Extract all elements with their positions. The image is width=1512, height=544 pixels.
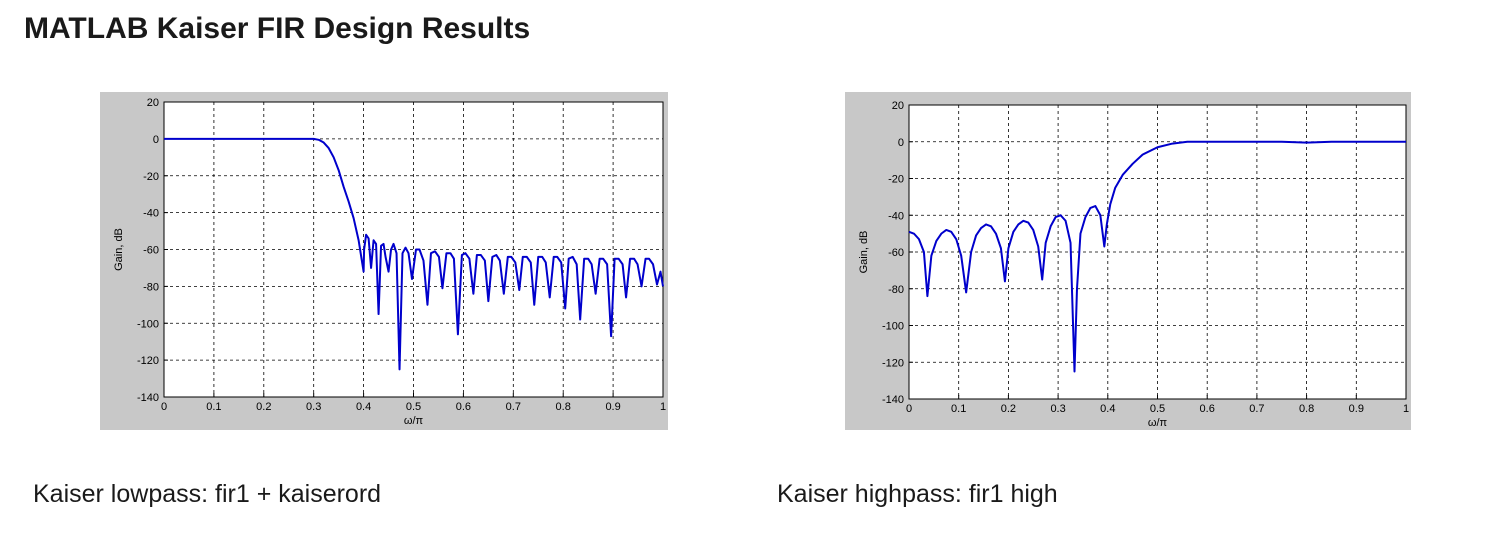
- highpass-x-tick-label: 0.2: [1001, 403, 1016, 415]
- lowpass-x-tick-label: 0.5: [406, 401, 421, 413]
- lowpass-x-tick-label: 0: [161, 401, 167, 413]
- lowpass-x-tick-label: 0.4: [356, 401, 371, 413]
- page-title: MATLAB Kaiser FIR Design Results: [24, 12, 531, 45]
- highpass-y-tick-label: -140: [882, 394, 904, 406]
- highpass-y-axis-label: Gain, dB: [858, 231, 870, 274]
- lowpass-y-axis-label: Gain, dB: [113, 228, 125, 271]
- lowpass-y-tick-label: 0: [153, 134, 159, 146]
- lowpass-x-tick-label: 0.2: [256, 401, 271, 413]
- lowpass-y-tick-label: -40: [143, 208, 159, 220]
- highpass-x-tick-label: 0.5: [1150, 403, 1165, 415]
- lowpass-x-tick-label: 1: [660, 401, 666, 413]
- highpass-series-line: [908, 140, 1406, 373]
- lowpass-y-tick-label: 20: [147, 97, 159, 109]
- highpass-x-tick-label: 0: [906, 403, 912, 415]
- highpass-y-tick-label: -40: [888, 210, 904, 222]
- highpass-x-tick-label: 0.7: [1249, 403, 1264, 415]
- highpass-x-tick-label: 0.6: [1200, 403, 1215, 415]
- lowpass-caption: Kaiser lowpass: fir1 + kaiserord: [33, 480, 382, 508]
- lowpass-x-axis-label: ω/π: [404, 415, 424, 427]
- lowpass-y-tick-label: -140: [137, 392, 159, 404]
- highpass-figure: 0 0.1 0.2 0.3 0.4 0.5 0.6 0.7 0.8 0.9 1 20 0 -20 -40 -6…: [845, 92, 1411, 430]
- lowpass-x-tick-label: 0.3: [306, 401, 321, 413]
- highpass-x-tick-label: 0.8: [1299, 403, 1314, 415]
- highpass-y-tick-label: -120: [882, 357, 904, 369]
- highpass-y-tick-label: -20: [888, 174, 904, 186]
- highpass-y-tick-label: -80: [888, 284, 904, 296]
- highpass-y-tick-label: 0: [898, 137, 904, 149]
- highpass-x-tick-label: 0.3: [1050, 403, 1065, 415]
- lowpass-y-tick-label: -80: [143, 281, 159, 293]
- lowpass-series-line: [164, 137, 664, 371]
- highpass-chart: 0 0.1 0.2 0.3 0.4 0.5 0.6 0.7 0.8 0.9 1 20 0 -20 -40 -6…: [858, 100, 1409, 429]
- highpass-x-tick-label: 0.9: [1349, 403, 1364, 415]
- lowpass-y-tick-label: -100: [137, 318, 159, 330]
- highpass-x-tick-label: 1: [1403, 403, 1409, 415]
- lowpass-y-tick-label: -20: [143, 171, 159, 183]
- lowpass-y-tick-label: -120: [137, 355, 159, 367]
- lowpass-x-tick-label: 0.1: [206, 401, 221, 413]
- lowpass-figure: 0 0.1 0.2 0.3 0.4 0.5 0.6 0.7 0.8 0.9 1 20 0 -20 -40 -6…: [100, 92, 668, 430]
- highpass-x-tick-label: 0.4: [1100, 403, 1115, 415]
- highpass-caption: Kaiser highpass: fir1 high: [777, 480, 1058, 508]
- highpass-y-tick-label: 20: [892, 100, 904, 112]
- lowpass-x-tick-label: 0.9: [605, 401, 620, 413]
- highpass-y-tick-label: -60: [888, 247, 904, 259]
- lowpass-x-tick-label: 0.7: [506, 401, 521, 413]
- lowpass-chart: 0 0.1 0.2 0.3 0.4 0.5 0.6 0.7 0.8 0.9 1 20 0 -20 -40 -6…: [113, 97, 666, 427]
- highpass-x-tick-label: 0.1: [951, 403, 966, 415]
- highpass-x-axis-label: ω/π: [1148, 417, 1168, 429]
- lowpass-x-tick-label: 0.6: [456, 401, 471, 413]
- lowpass-y-tick-label: -60: [143, 245, 159, 257]
- highpass-y-tick-label: -100: [882, 321, 904, 333]
- lowpass-x-tick-label: 0.8: [556, 401, 571, 413]
